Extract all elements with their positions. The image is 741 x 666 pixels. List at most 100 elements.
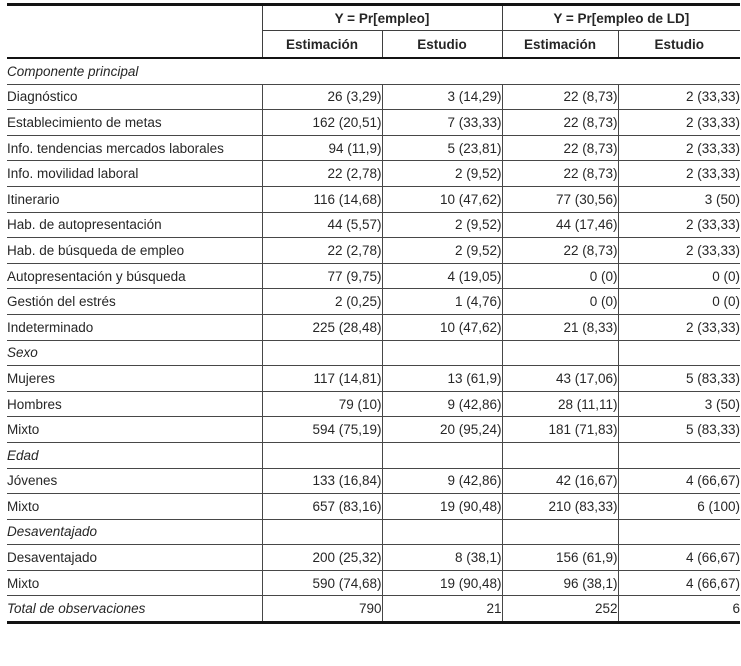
table-body: Componente principal Diagnóstico 26 (3,29)… (7, 58, 741, 624)
value-cell: 2 (33,33) (617, 84, 741, 111)
value-cell: 2 (9,52) (381, 212, 503, 239)
value-cell: 2 (9,52) (381, 160, 503, 187)
sub-header-row: Estimación Estudio Estimación Estudio (7, 30, 741, 59)
empty-cell (617, 340, 741, 367)
value-cell: 22 (8,73) (501, 135, 619, 162)
row-label: Desaventajado (7, 544, 262, 571)
table-row: Hab. de autopresentación 44 (5,57) 2 (9,52… (7, 212, 741, 239)
section-header-row: Sexo (7, 340, 741, 367)
value-cell: 8 (38,1) (381, 544, 503, 571)
total-row: Total de observaciones 790 21 252 6 (7, 595, 741, 624)
table-row: Info. movilidad laboral 22 (2,78) 2 (9,52)… (7, 160, 741, 187)
value-cell: 22 (2,78) (261, 160, 382, 187)
value-cell: 225 (28,48) (261, 314, 382, 341)
value-cell: 4 (66,67) (617, 570, 741, 597)
value-cell: 162 (20,51) (261, 109, 382, 136)
value-cell: 0 (0) (617, 263, 741, 290)
value-cell: 2 (33,33) (617, 109, 741, 136)
value-cell: 77 (9,75) (261, 263, 382, 290)
value-cell: 2 (9,52) (381, 237, 503, 264)
value-cell: 4 (19,05) (381, 263, 503, 290)
value-cell: 13 (61,9) (381, 365, 503, 392)
row-label: Establecimiento de metas (7, 109, 262, 136)
value-cell: 94 (11,9) (261, 135, 382, 162)
value-cell: 117 (14,81) (261, 365, 382, 392)
row-label: Hab. de búsqueda de empleo (7, 237, 262, 264)
value-cell: 5 (83,33) (617, 416, 741, 443)
corner-cell (7, 30, 262, 59)
value-cell: 2 (33,33) (617, 135, 741, 162)
value-cell: 44 (17,46) (501, 212, 619, 239)
total-value-cell: 21 (381, 595, 503, 624)
table-row: Desaventajado 200 (25,32) 8 (38,1) 156 (61,… (7, 544, 741, 571)
value-cell: 4 (66,67) (617, 468, 741, 495)
sub-header-estimacion-2: Estimación (501, 30, 619, 59)
row-label: Info. movilidad laboral (7, 160, 262, 187)
value-cell: 77 (30,56) (501, 186, 619, 213)
value-cell: 20 (95,24) (381, 416, 503, 443)
row-label: Hombres (7, 391, 262, 418)
value-cell: 21 (8,33) (501, 314, 619, 341)
row-label: Mujeres (7, 365, 262, 392)
table-row: Hab. de búsqueda de empleo 22 (2,78) 2 (9,… (7, 237, 741, 264)
value-cell: 10 (47,62) (381, 186, 503, 213)
empty-cell (261, 442, 382, 469)
value-cell: 4 (66,67) (617, 544, 741, 571)
value-cell: 210 (83,33) (501, 493, 619, 520)
value-cell: 96 (38,1) (501, 570, 619, 597)
row-label: Diagnóstico (7, 84, 262, 111)
empty-cell (501, 340, 619, 367)
value-cell: 156 (61,9) (501, 544, 619, 571)
table-row: Jóvenes 133 (16,84) 9 (42,86) 42 (16,67) 4 (… (7, 468, 741, 495)
value-cell: 1 (4,76) (381, 288, 503, 315)
value-cell: 19 (90,48) (381, 570, 503, 597)
value-cell: 10 (47,62) (381, 314, 503, 341)
total-value-cell: 6 (617, 595, 741, 624)
empty-cell (501, 519, 619, 546)
section-header-row: Desaventajado (7, 519, 741, 546)
total-value-cell: 252 (501, 595, 619, 624)
value-cell: 79 (10) (261, 391, 382, 418)
value-cell: 3 (14,29) (381, 84, 503, 111)
total-value-cell: 790 (261, 595, 382, 624)
value-cell: 5 (83,33) (617, 365, 741, 392)
value-cell: 181 (71,83) (501, 416, 619, 443)
empty-cell (261, 340, 382, 367)
value-cell: 590 (74,68) (261, 570, 382, 597)
value-cell: 43 (17,06) (501, 365, 619, 392)
column-group-pr-empleo: Y = Pr[empleo] (261, 4, 503, 31)
value-cell: 22 (8,73) (501, 160, 619, 187)
row-label: Jóvenes (7, 468, 262, 495)
sub-header-estudio-2: Estudio (617, 30, 741, 59)
results-table-container: Y = Pr[empleo] Y = Pr[empleo de LD] Esti… (7, 3, 741, 625)
value-cell: 657 (83,16) (261, 493, 382, 520)
empty-cell (381, 442, 503, 469)
value-cell: 116 (14,68) (261, 186, 382, 213)
empty-cell (261, 519, 382, 546)
empty-cell (617, 519, 741, 546)
value-cell: 22 (8,73) (501, 84, 619, 111)
value-cell: 7 (33,33) (381, 109, 503, 136)
table-row: Gestión del estrés 2 (0,25) 1 (4,76) 0 (0) 0… (7, 288, 741, 315)
value-cell: 22 (8,73) (501, 109, 619, 136)
row-label: Mixto (7, 493, 262, 520)
section-title: Edad (7, 442, 262, 469)
table-header: Y = Pr[empleo] Y = Pr[empleo de LD] Esti… (7, 4, 741, 59)
row-label: Info. tendencias mercados laborales (7, 135, 262, 162)
table-row: Itinerario 116 (14,68) 10 (47,62) 77 (30,56… (7, 186, 741, 213)
empty-cell (381, 340, 503, 367)
table-row: Indeterminado 225 (28,48) 10 (47,62) 21 (8,… (7, 314, 741, 341)
column-group-pr-empleo-ld: Y = Pr[empleo de LD] (501, 4, 741, 31)
row-label: Hab. de autopresentación (7, 212, 262, 239)
value-cell: 0 (0) (617, 288, 741, 315)
value-cell: 26 (3,29) (261, 84, 382, 111)
value-cell: 3 (50) (617, 186, 741, 213)
results-table: Y = Pr[empleo] Y = Pr[empleo de LD] Esti… (7, 3, 741, 625)
row-label: Indeterminado (7, 314, 262, 341)
value-cell: 22 (8,73) (501, 237, 619, 264)
row-label: Gestión del estrés (7, 288, 262, 315)
total-row-label: Total de observaciones (7, 595, 262, 624)
section-title: Desaventajado (7, 519, 262, 546)
value-cell: 19 (90,48) (381, 493, 503, 520)
value-cell: 594 (75,19) (261, 416, 382, 443)
